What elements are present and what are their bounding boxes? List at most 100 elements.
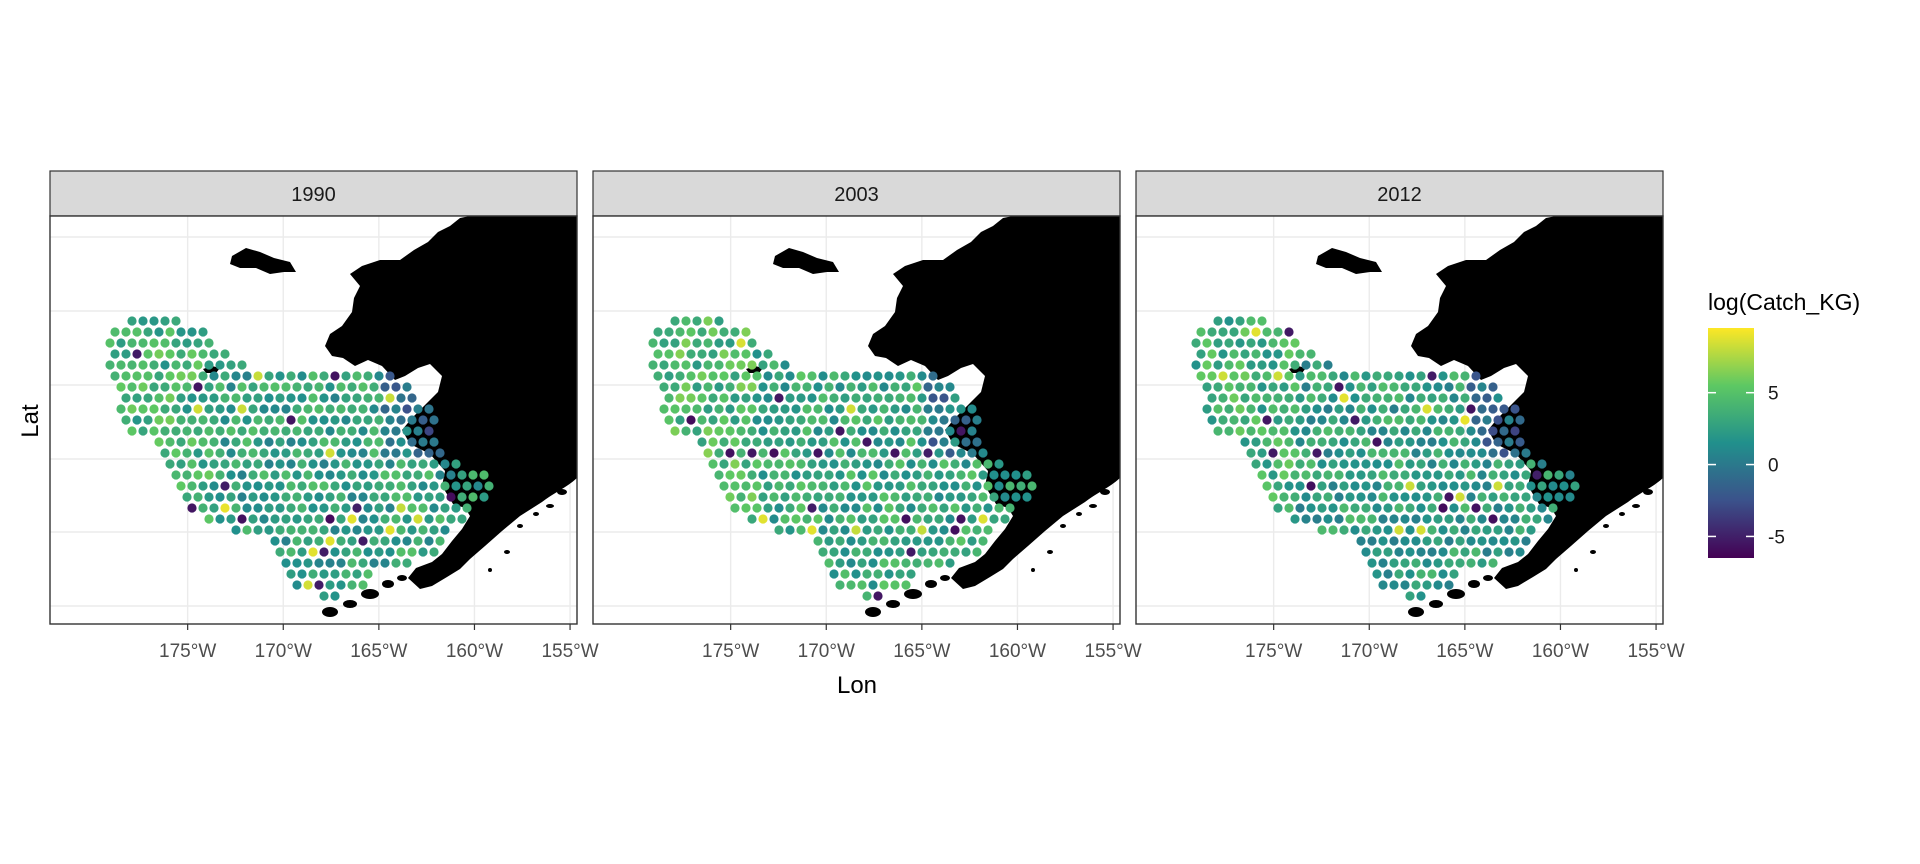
station-point bbox=[862, 459, 872, 469]
station-point bbox=[747, 360, 757, 370]
station-point bbox=[292, 536, 302, 546]
station-point bbox=[1504, 525, 1514, 535]
station-point bbox=[730, 349, 740, 359]
station-point bbox=[1306, 349, 1316, 359]
station-point bbox=[961, 525, 971, 535]
station-point bbox=[884, 437, 894, 447]
station-point bbox=[917, 437, 927, 447]
station-point bbox=[829, 415, 839, 425]
station-point bbox=[1460, 437, 1470, 447]
station-point bbox=[774, 503, 784, 513]
station-point bbox=[879, 580, 889, 590]
land-island bbox=[382, 580, 394, 588]
station-point bbox=[1367, 448, 1377, 458]
station-point bbox=[1328, 437, 1338, 447]
station-point bbox=[220, 349, 230, 359]
station-point bbox=[429, 525, 439, 535]
station-point bbox=[286, 415, 296, 425]
station-point bbox=[736, 338, 746, 348]
station-point bbox=[714, 448, 724, 458]
station-point bbox=[895, 481, 905, 491]
station-point bbox=[204, 470, 214, 480]
station-point bbox=[763, 437, 773, 447]
station-point bbox=[791, 448, 801, 458]
station-point bbox=[857, 514, 867, 524]
station-point bbox=[763, 415, 773, 425]
station-point bbox=[1449, 569, 1459, 579]
station-point bbox=[1554, 492, 1564, 502]
station-point bbox=[1235, 360, 1245, 370]
land-island bbox=[985, 564, 991, 568]
station-point bbox=[1224, 404, 1234, 414]
station-point bbox=[1339, 525, 1349, 535]
station-point bbox=[906, 415, 916, 425]
station-point bbox=[818, 371, 828, 381]
station-point bbox=[989, 470, 999, 480]
station-point bbox=[1284, 481, 1294, 491]
station-point bbox=[928, 525, 938, 535]
station-point bbox=[358, 492, 368, 502]
station-point bbox=[1224, 338, 1234, 348]
station-point bbox=[670, 382, 680, 392]
station-point bbox=[132, 371, 142, 381]
station-point bbox=[829, 503, 839, 513]
station-point bbox=[187, 437, 197, 447]
station-points bbox=[105, 316, 494, 601]
station-point bbox=[325, 382, 335, 392]
station-point bbox=[895, 371, 905, 381]
station-point bbox=[1378, 536, 1388, 546]
station-point bbox=[862, 569, 872, 579]
station-point bbox=[769, 404, 779, 414]
station-point bbox=[945, 404, 955, 414]
station-point bbox=[413, 514, 423, 524]
station-point bbox=[204, 514, 214, 524]
station-point bbox=[187, 459, 197, 469]
station-point bbox=[182, 492, 192, 502]
station-point bbox=[1378, 558, 1388, 568]
station-point bbox=[374, 371, 384, 381]
station-point bbox=[374, 393, 384, 403]
station-point bbox=[1471, 525, 1481, 535]
station-point bbox=[374, 481, 384, 491]
station-point bbox=[1372, 371, 1382, 381]
land-island bbox=[567, 475, 575, 481]
station-point bbox=[934, 426, 944, 436]
station-point bbox=[840, 569, 850, 579]
station-point bbox=[923, 426, 933, 436]
station-point bbox=[396, 525, 406, 535]
station-point bbox=[1350, 459, 1360, 469]
station-point bbox=[879, 404, 889, 414]
station-point bbox=[1471, 459, 1481, 469]
station-point bbox=[1317, 393, 1327, 403]
station-point bbox=[336, 580, 346, 590]
station-point bbox=[917, 525, 927, 535]
station-point bbox=[1251, 349, 1261, 359]
station-point bbox=[314, 514, 324, 524]
station-point bbox=[1378, 514, 1388, 524]
land-alaska bbox=[868, 216, 1120, 589]
station-point bbox=[884, 569, 894, 579]
station-point bbox=[352, 481, 362, 491]
station-point bbox=[1526, 481, 1536, 491]
station-point bbox=[1306, 371, 1316, 381]
station-point bbox=[813, 404, 823, 414]
station-point bbox=[1268, 360, 1278, 370]
station-point bbox=[675, 327, 685, 337]
station-point bbox=[1246, 316, 1256, 326]
station-point bbox=[281, 558, 291, 568]
station-point bbox=[347, 492, 357, 502]
station-point bbox=[286, 547, 296, 557]
color-legend: log(Catch_KG) 50-5 bbox=[1708, 289, 1860, 558]
station-point bbox=[846, 558, 856, 568]
station-point bbox=[1422, 558, 1432, 568]
station-point bbox=[1251, 459, 1261, 469]
station-point bbox=[451, 459, 461, 469]
station-point bbox=[1005, 503, 1015, 513]
station-point bbox=[407, 547, 417, 557]
station-point bbox=[939, 547, 949, 557]
station-point bbox=[336, 536, 346, 546]
station-point bbox=[1005, 481, 1015, 491]
station-point bbox=[358, 382, 368, 392]
station-point bbox=[1394, 415, 1404, 425]
station-point bbox=[1389, 448, 1399, 458]
